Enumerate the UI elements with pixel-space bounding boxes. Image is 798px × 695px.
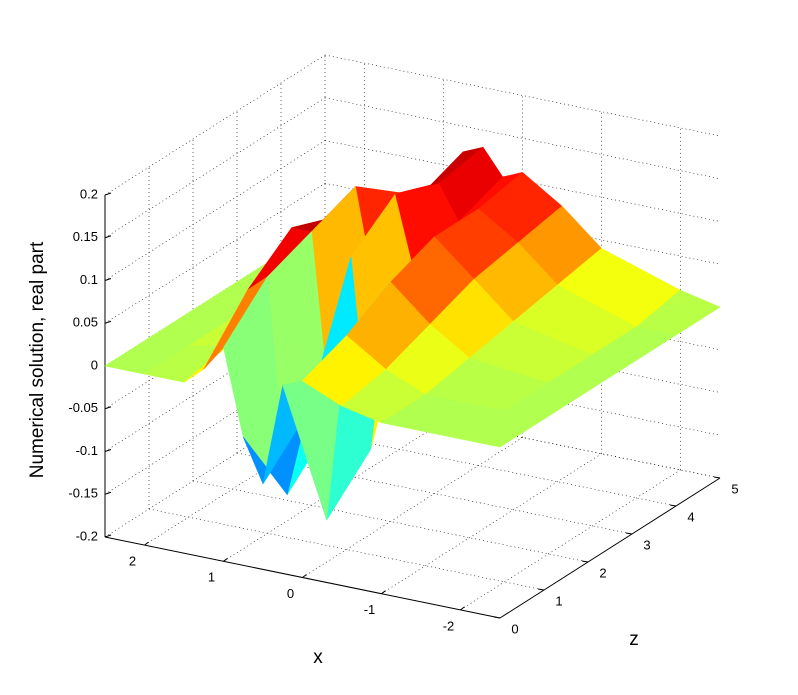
y-tick-label: -0.05 [68,400,98,415]
z-tick-label: 1 [555,593,562,608]
x-tick [223,557,228,562]
x-tick-label: 1 [208,570,215,585]
y-tick [104,406,112,410]
y-tick-label: 0.15 [73,229,98,244]
x-tick [144,541,149,546]
z-axis-label: z [629,629,639,650]
y-tick-label: 0.1 [80,272,98,287]
z-tick [713,476,721,479]
y-tick-label: 0.05 [73,315,98,330]
grid-line [324,353,721,436]
z-tick-label: 4 [687,509,694,524]
y-tick-label: -0.15 [68,486,98,501]
z-tick-label: 0 [511,621,518,636]
grid-line [148,508,545,591]
y-tick-label: -0.1 [76,443,98,458]
grid-line [324,54,721,137]
y-tick [104,320,112,324]
x-tick [381,590,386,595]
grid-line [324,140,721,222]
y-tick [104,235,112,239]
surface-patch [459,410,545,448]
y-tick-label: -0.2 [76,528,98,543]
x-tick-label: 2 [129,554,136,569]
grid-line [324,97,721,180]
x-tick [302,574,307,578]
z-tick [493,616,501,619]
grid-line [324,396,721,479]
x-axis-label: x [313,647,323,668]
grid-line [324,311,721,393]
x-tick-label: -1 [364,602,376,617]
z-tick-label: 5 [731,481,738,496]
z-tick [537,588,545,591]
z-tick-label: 2 [599,565,606,580]
z-tick [669,504,677,507]
grid-line [324,182,721,265]
grid-line [236,452,633,535]
y-axis-label: Numerical solution, real part [27,241,48,478]
z-tick [625,532,633,535]
y-tick [104,449,112,452]
x-tick [460,606,465,611]
y-tick [104,534,112,538]
y-tick [104,491,112,495]
z-axis [499,477,721,619]
z-tick-label: 3 [643,537,650,552]
z-tick [581,560,589,563]
y-tick [104,192,112,196]
x-tick-label: 0 [287,586,294,601]
y-tick-label: 0 [91,357,98,372]
y-tick-label: 0.2 [80,186,98,201]
x-tick-label: -2 [443,618,455,633]
y-tick [104,278,112,281]
grid-line [280,424,677,507]
grid-line [192,480,589,563]
